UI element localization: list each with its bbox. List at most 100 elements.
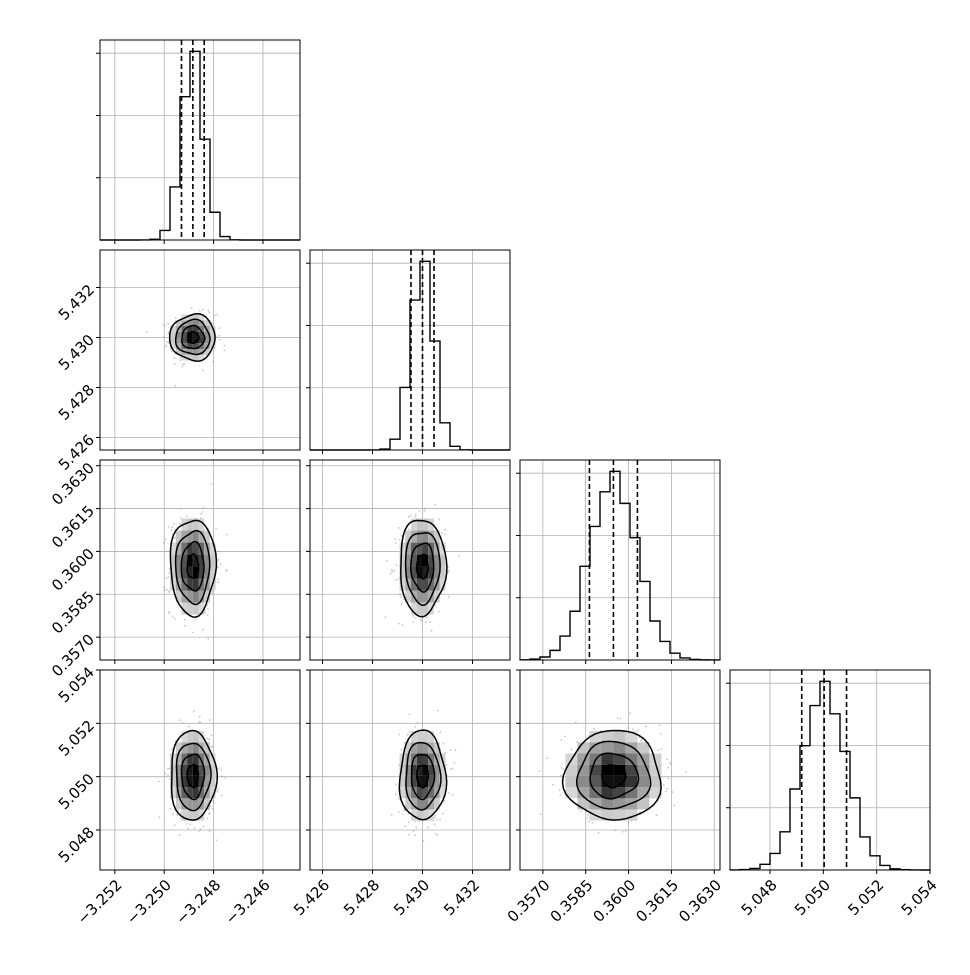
density-cell bbox=[422, 542, 429, 555]
x-tick-label: 5.052 bbox=[844, 876, 887, 919]
density-cell bbox=[204, 331, 210, 338]
density-cell bbox=[209, 554, 216, 567]
scatter-point bbox=[414, 515, 417, 518]
density-cell bbox=[204, 530, 210, 543]
scatter-point bbox=[146, 331, 148, 333]
scatter-point bbox=[208, 738, 210, 741]
density-cell bbox=[613, 753, 626, 765]
scatter-point bbox=[192, 710, 195, 713]
scatter-point bbox=[199, 827, 202, 830]
scatter-point bbox=[638, 736, 641, 739]
density-cell bbox=[405, 590, 411, 603]
density-cell bbox=[428, 798, 434, 810]
scatter-point bbox=[418, 510, 421, 513]
scatter-point bbox=[179, 811, 182, 814]
scatter-point bbox=[637, 729, 639, 732]
density-cell bbox=[411, 566, 417, 579]
scatter-point bbox=[217, 581, 220, 583]
scatter-point bbox=[407, 833, 410, 836]
scatter-point bbox=[434, 814, 437, 817]
density-cell bbox=[187, 764, 193, 776]
density-cell bbox=[209, 764, 216, 776]
scatter-point bbox=[212, 360, 215, 363]
density-cell bbox=[422, 775, 429, 788]
density-cell bbox=[192, 554, 199, 567]
density-cell bbox=[399, 578, 406, 591]
scatter-point bbox=[574, 721, 577, 724]
density-cell bbox=[181, 566, 188, 579]
scatter-point bbox=[398, 577, 400, 580]
density-cell bbox=[589, 742, 602, 754]
density-cell bbox=[625, 809, 638, 821]
scatter-point bbox=[174, 618, 176, 621]
y-tick-label: 0.3615 bbox=[48, 502, 98, 552]
density-cell bbox=[181, 775, 188, 788]
scatter-point bbox=[164, 588, 166, 591]
density-cell bbox=[181, 787, 188, 799]
scatter-point bbox=[206, 817, 209, 820]
scatter-point bbox=[625, 829, 627, 832]
density-cell bbox=[170, 337, 176, 344]
scatter-point bbox=[186, 822, 188, 825]
density-cell bbox=[175, 343, 182, 349]
scatter-point bbox=[218, 767, 220, 770]
scatter-point bbox=[171, 616, 174, 619]
density-cell bbox=[192, 578, 199, 591]
scatter-point bbox=[167, 331, 170, 334]
density-cell bbox=[187, 787, 193, 799]
density-cell bbox=[192, 566, 199, 579]
scatter-point bbox=[220, 768, 223, 771]
panel-1-0 bbox=[96, 249, 301, 454]
density-cell bbox=[198, 731, 205, 743]
scatter-point bbox=[424, 507, 427, 510]
density-cell bbox=[405, 775, 411, 788]
density-cell bbox=[187, 542, 193, 555]
scatter-point bbox=[198, 309, 201, 312]
scatter-point bbox=[165, 550, 167, 553]
scatter-point bbox=[178, 834, 181, 837]
x-tick-label: 5.432 bbox=[440, 876, 483, 919]
scatter-point bbox=[398, 763, 400, 766]
density-cell bbox=[187, 349, 193, 355]
scatter-point bbox=[174, 363, 176, 366]
scatter-point bbox=[198, 830, 201, 832]
density-cell bbox=[192, 787, 199, 799]
density-cell bbox=[637, 787, 650, 799]
scatter-point bbox=[394, 793, 397, 796]
density-cell bbox=[428, 731, 434, 743]
scatter-point bbox=[171, 748, 174, 751]
density-cell bbox=[434, 530, 440, 543]
density-cell bbox=[187, 753, 193, 765]
scatter-point bbox=[426, 616, 429, 619]
scatter-point bbox=[168, 525, 170, 528]
scatter-point bbox=[173, 523, 175, 525]
density-cell bbox=[428, 566, 434, 579]
density-cell bbox=[198, 320, 205, 326]
scatter-point bbox=[219, 338, 221, 341]
density-cell bbox=[625, 753, 638, 765]
scatter-point bbox=[401, 624, 404, 627]
scatter-point bbox=[216, 788, 219, 791]
panel-0-0 bbox=[96, 39, 301, 244]
density-cell bbox=[192, 542, 199, 555]
density-cell bbox=[198, 337, 205, 344]
scatter-point bbox=[424, 621, 427, 624]
contour-4 bbox=[561, 729, 662, 821]
contour-3 bbox=[405, 741, 442, 811]
scatter-point bbox=[207, 607, 209, 610]
contour-1 bbox=[186, 553, 200, 579]
scatter-point bbox=[588, 820, 590, 823]
scatter-point bbox=[447, 596, 450, 598]
density-cell bbox=[422, 518, 429, 531]
density-cell bbox=[175, 590, 182, 603]
density-cell bbox=[411, 731, 417, 743]
density-cell bbox=[428, 775, 434, 788]
density-cell bbox=[198, 764, 205, 776]
density-cell bbox=[181, 742, 188, 754]
scatter-point bbox=[170, 529, 173, 532]
density-cell bbox=[187, 518, 193, 531]
scatter-point bbox=[575, 740, 578, 743]
scatter-point bbox=[164, 538, 167, 541]
x-tick-label: 5.050 bbox=[791, 876, 834, 919]
